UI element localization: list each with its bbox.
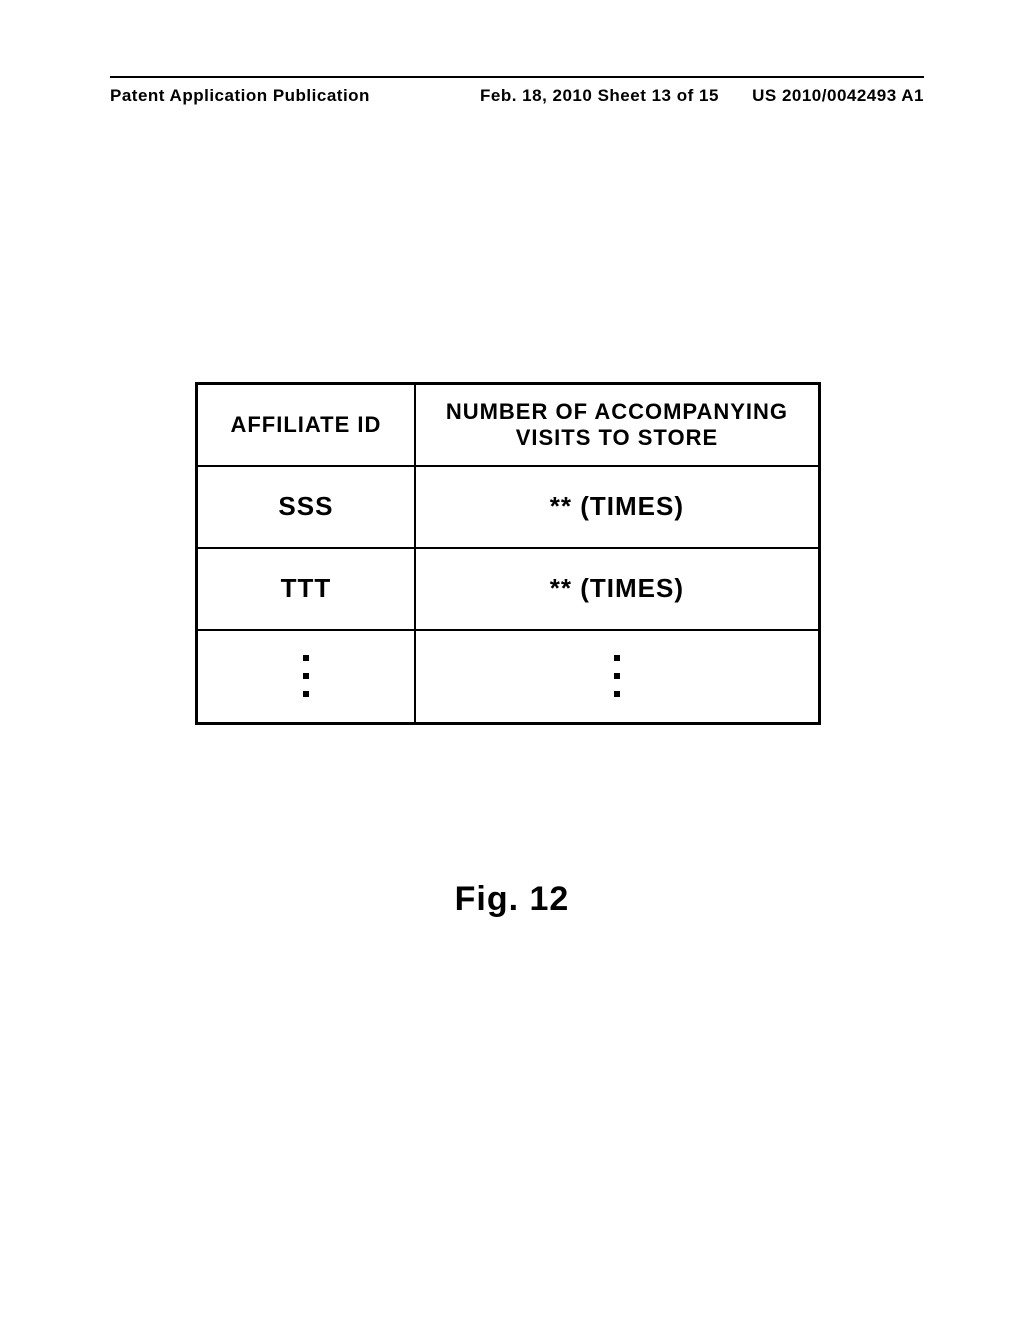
- column-header-visits-line2: VISITS TO STORE: [516, 425, 718, 450]
- page: Patent Application Publication Feb. 18, …: [0, 0, 1024, 1320]
- column-header-visits: NUMBER OF ACCOMPANYING VISITS TO STORE: [415, 384, 820, 466]
- header-date-sheet: Feb. 18, 2010 Sheet 13 of 15: [480, 86, 719, 106]
- header-publication-type: Patent Application Publication: [110, 86, 370, 106]
- cell-affiliate-id: SSS: [197, 466, 415, 548]
- header-rule: [110, 76, 924, 78]
- cell-visits: ** (TIMES): [415, 548, 820, 630]
- affiliate-visits-table: AFFILIATE ID NUMBER OF ACCOMPANYING VISI…: [195, 382, 821, 725]
- table-ellipsis-row: [197, 630, 820, 724]
- table-row: SSS ** (TIMES): [197, 466, 820, 548]
- column-header-affiliate-id: AFFILIATE ID: [197, 384, 415, 466]
- cell-visits: ** (TIMES): [415, 466, 820, 548]
- cell-affiliate-id: TTT: [197, 548, 415, 630]
- ellipsis-cell: [197, 630, 415, 724]
- header-patent-number: US 2010/0042493 A1: [752, 86, 924, 106]
- table-header-row: AFFILIATE ID NUMBER OF ACCOMPANYING VISI…: [197, 384, 820, 466]
- vertical-ellipsis-icon: [416, 641, 818, 711]
- ellipsis-cell: [415, 630, 820, 724]
- figure-caption: Fig. 12: [0, 880, 1024, 919]
- column-header-visits-line1: NUMBER OF ACCOMPANYING: [446, 399, 788, 424]
- table-row: TTT ** (TIMES): [197, 548, 820, 630]
- vertical-ellipsis-icon: [198, 641, 414, 711]
- page-header: Patent Application Publication Feb. 18, …: [110, 86, 924, 106]
